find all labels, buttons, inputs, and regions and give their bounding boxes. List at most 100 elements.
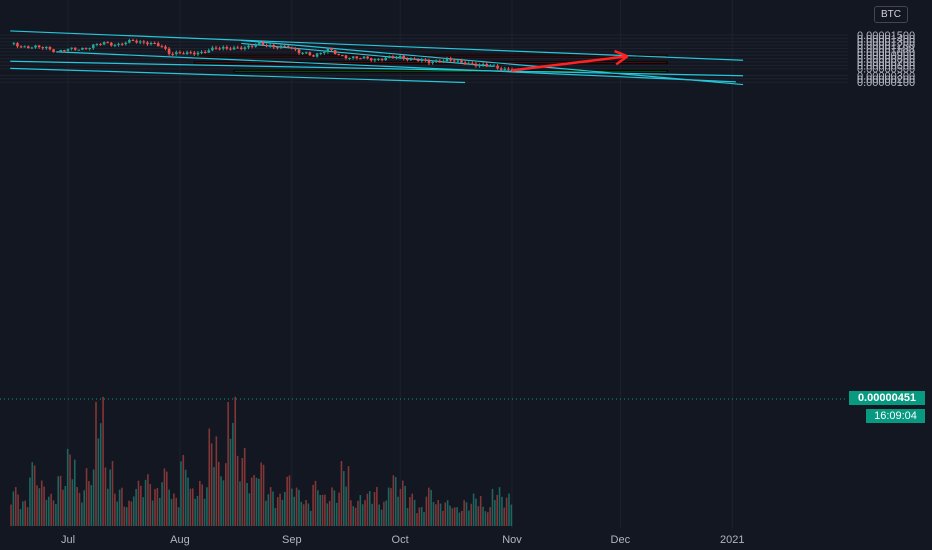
resistance-zone	[193, 61, 668, 65]
volume-bar	[88, 481, 90, 526]
time-tick-label: Oct	[392, 534, 409, 546]
volume-bar	[234, 396, 237, 526]
candle-body	[323, 52, 326, 54]
volume-bar	[64, 486, 67, 526]
volume-bar	[272, 491, 274, 526]
volume-bar	[461, 510, 463, 526]
volume-bar	[453, 507, 456, 526]
volume-bar	[118, 489, 121, 526]
volume-bar	[78, 492, 81, 526]
volume-bar	[255, 477, 258, 526]
volume-bar	[293, 496, 296, 526]
candle-body	[319, 52, 322, 54]
volume-bar	[465, 502, 468, 526]
volume-bar	[253, 474, 255, 526]
volume-bar	[175, 497, 178, 526]
price-tick-label: 0.00001000	[857, 47, 915, 59]
price-tick-label: 0.00000200	[857, 74, 915, 86]
candle-body	[218, 48, 221, 50]
volume-bar	[206, 487, 208, 526]
volume-bar	[125, 507, 128, 526]
volume-bar	[385, 500, 388, 526]
volume-bar	[248, 493, 251, 526]
candle-body	[467, 63, 471, 65]
volume-bar	[364, 500, 366, 526]
candle-body	[16, 43, 19, 47]
volume-bar	[300, 501, 303, 526]
volume-bar	[479, 496, 482, 526]
volume-bar	[340, 461, 343, 526]
candle-body	[456, 60, 460, 62]
price-tick-label: 0.00000800	[857, 54, 915, 66]
volume-bar	[376, 487, 378, 526]
candle-body	[315, 53, 319, 57]
candle-body	[156, 43, 160, 47]
volume-bar	[191, 488, 194, 526]
volume-bar	[107, 488, 109, 526]
candle-body	[236, 47, 239, 49]
volume-bar	[19, 509, 22, 526]
time-axis[interactable]: Jul Aug Sep Oct Nov Dec 2021	[61, 534, 745, 546]
volume-bar	[12, 491, 15, 526]
volume-bar	[357, 500, 359, 526]
candle-body	[387, 56, 391, 58]
volume-bar	[274, 507, 277, 526]
candle-body	[189, 52, 193, 54]
volume-bar	[14, 487, 17, 526]
candle-body	[452, 60, 456, 62]
candle-body	[55, 51, 59, 53]
candle-body	[373, 59, 377, 61]
volume-bar	[378, 504, 380, 526]
volume-bar	[298, 489, 300, 526]
volume-bar	[260, 462, 262, 526]
currency-label[interactable]: BTC	[874, 6, 908, 23]
candle-body	[395, 57, 398, 59]
volume-bar	[81, 502, 83, 526]
volume-bar	[144, 479, 147, 526]
candle-body	[377, 58, 380, 60]
candle-body	[366, 56, 369, 59]
candle-body	[185, 52, 189, 55]
volume-bar	[50, 493, 52, 526]
volume-bar	[510, 504, 513, 526]
volume-bar	[380, 509, 383, 526]
candle-body	[348, 57, 351, 59]
volume-bar	[390, 488, 392, 526]
candle-body	[265, 45, 268, 47]
candle-body	[380, 58, 384, 61]
volume-bar	[24, 500, 26, 526]
volume-bar	[173, 493, 175, 526]
volume-bar	[494, 500, 496, 526]
candle-body	[12, 43, 16, 45]
volume-bar	[199, 480, 201, 526]
candle-body	[369, 58, 373, 61]
candle-body	[207, 50, 211, 53]
candle-body	[460, 60, 463, 63]
candle-body	[131, 39, 135, 41]
volume-bar	[366, 493, 369, 526]
volume-bar	[449, 505, 451, 526]
trendline	[241, 39, 744, 86]
candle-body	[164, 46, 167, 49]
price-axis[interactable]: 0.000015000.000014000.000013000.00001200…	[857, 30, 915, 89]
volume-bar	[269, 487, 272, 526]
price-tick-label: 0.00001200	[857, 40, 915, 52]
volume-bar	[352, 506, 355, 526]
candle-body	[84, 47, 88, 49]
candle-body	[243, 47, 247, 49]
candle-body	[398, 55, 402, 58]
volume-bar	[26, 507, 29, 526]
trendlines	[10, 30, 744, 86]
candle-body	[175, 52, 178, 55]
volume-bar	[475, 498, 477, 526]
volume-bar	[73, 459, 76, 526]
candle-body	[362, 56, 366, 59]
candle-body	[341, 55, 344, 57]
volume-bar	[210, 443, 213, 526]
candle-body	[413, 58, 416, 60]
candle-body	[416, 59, 420, 61]
volume-bar	[128, 500, 130, 526]
volume-bar	[458, 512, 461, 526]
volume-bar	[43, 486, 45, 526]
